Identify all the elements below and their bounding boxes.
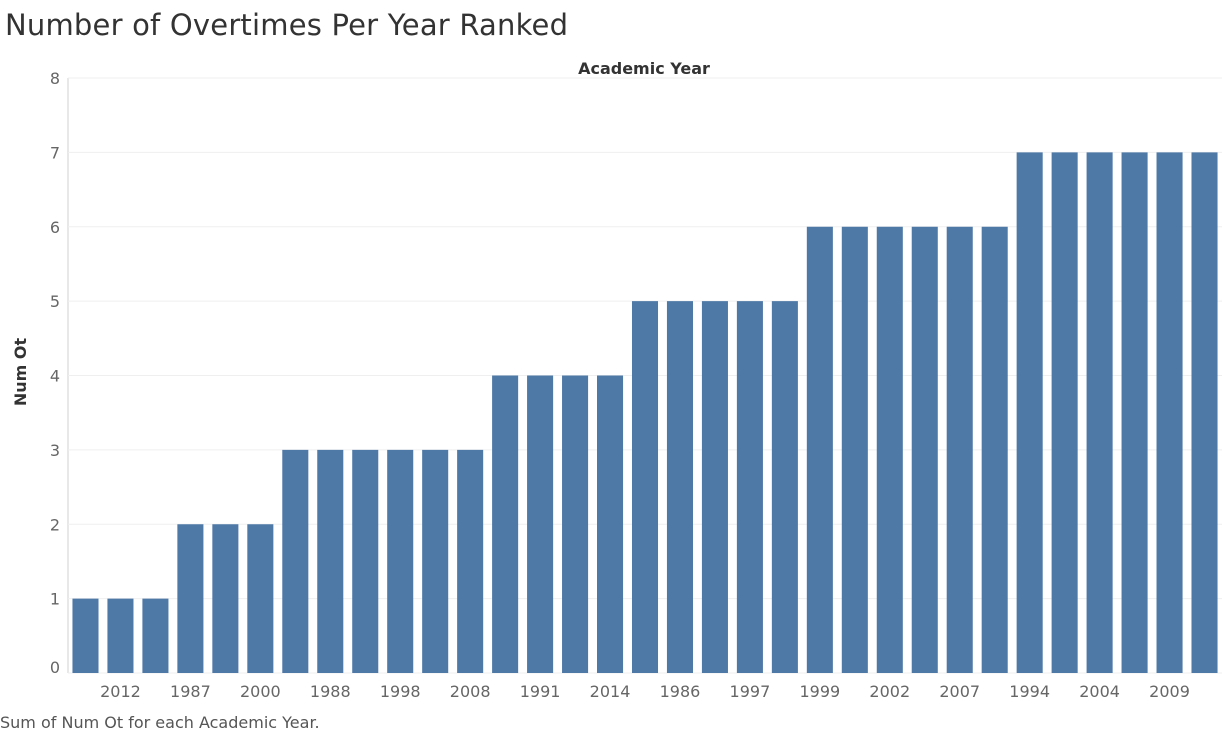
bar[interactable] <box>631 301 659 673</box>
bar[interactable] <box>736 301 763 673</box>
bar[interactable] <box>1051 152 1078 673</box>
bar[interactable] <box>806 226 833 673</box>
y-tick-label: 7 <box>50 143 60 162</box>
y-tick-label: 6 <box>50 218 60 237</box>
bar[interactable] <box>527 375 554 674</box>
bar[interactable] <box>666 301 693 673</box>
bar[interactable] <box>177 524 204 673</box>
bar[interactable] <box>981 226 1008 673</box>
x-tick-label: 2002 <box>869 682 910 701</box>
y-tick-label: 5 <box>50 292 60 311</box>
bar[interactable] <box>282 449 309 673</box>
y-axis-ticks: 0 1 2 3 4 5 6 7 8 <box>50 69 60 677</box>
y-tick-label: 8 <box>50 69 60 88</box>
bar[interactable] <box>841 226 868 673</box>
bar[interactable] <box>1121 152 1148 673</box>
bar[interactable] <box>212 524 239 673</box>
bar[interactable] <box>876 226 903 673</box>
x-axis-ticks: 2012 1987 2000 1988 1998 2008 1991 2014 1986 1997… <box>100 682 1190 701</box>
bar[interactable] <box>1191 152 1218 673</box>
y-axis-title: Num Ot <box>11 338 30 407</box>
bar[interactable] <box>1086 152 1113 673</box>
bar[interactable] <box>701 301 728 673</box>
bar[interactable] <box>597 375 624 674</box>
bar[interactable] <box>352 449 379 673</box>
y-tick-label: 0 <box>50 658 60 677</box>
x-tick-label: 1999 <box>799 682 840 701</box>
bar[interactable] <box>387 449 414 673</box>
y-tick-label: 1 <box>50 590 60 609</box>
bar[interactable] <box>1156 152 1183 673</box>
y-tick-label: 2 <box>50 515 60 534</box>
chart-caption: Sum of Num Ot for each Academic Year. <box>0 713 320 732</box>
bars <box>72 152 1218 674</box>
x-tick-label: 2000 <box>240 682 281 701</box>
bar[interactable] <box>72 598 99 673</box>
x-tick-label: 2014 <box>590 682 631 701</box>
x-tick-label: 2009 <box>1149 682 1190 701</box>
x-tick-label: 2004 <box>1079 682 1120 701</box>
bar[interactable] <box>107 598 134 673</box>
chart-title: Number of Overtimes Per Year Ranked <box>5 8 569 42</box>
bar[interactable] <box>771 301 798 673</box>
y-tick-label: 3 <box>50 441 60 460</box>
x-tick-label: 2012 <box>100 682 141 701</box>
bar[interactable] <box>1016 152 1043 673</box>
bar[interactable] <box>247 524 274 673</box>
x-tick-label: 1994 <box>1009 682 1050 701</box>
x-tick-label: 1988 <box>310 682 351 701</box>
bar[interactable] <box>946 226 973 673</box>
x-tick-label: 1986 <box>660 682 701 701</box>
x-axis-title: Academic Year <box>578 59 710 78</box>
y-tick-label: 4 <box>50 367 60 386</box>
bar[interactable] <box>142 598 169 673</box>
x-tick-label: 1997 <box>730 682 771 701</box>
bar[interactable] <box>562 375 589 674</box>
bar[interactable] <box>317 449 344 673</box>
bar[interactable] <box>492 375 519 674</box>
x-tick-label: 2007 <box>939 682 980 701</box>
bar[interactable] <box>457 449 484 673</box>
x-tick-label: 1987 <box>170 682 211 701</box>
x-tick-label: 1991 <box>520 682 561 701</box>
bar[interactable] <box>911 226 938 673</box>
x-tick-label: 1998 <box>380 682 421 701</box>
x-tick-label: 2008 <box>450 682 491 701</box>
bar[interactable] <box>422 449 449 673</box>
